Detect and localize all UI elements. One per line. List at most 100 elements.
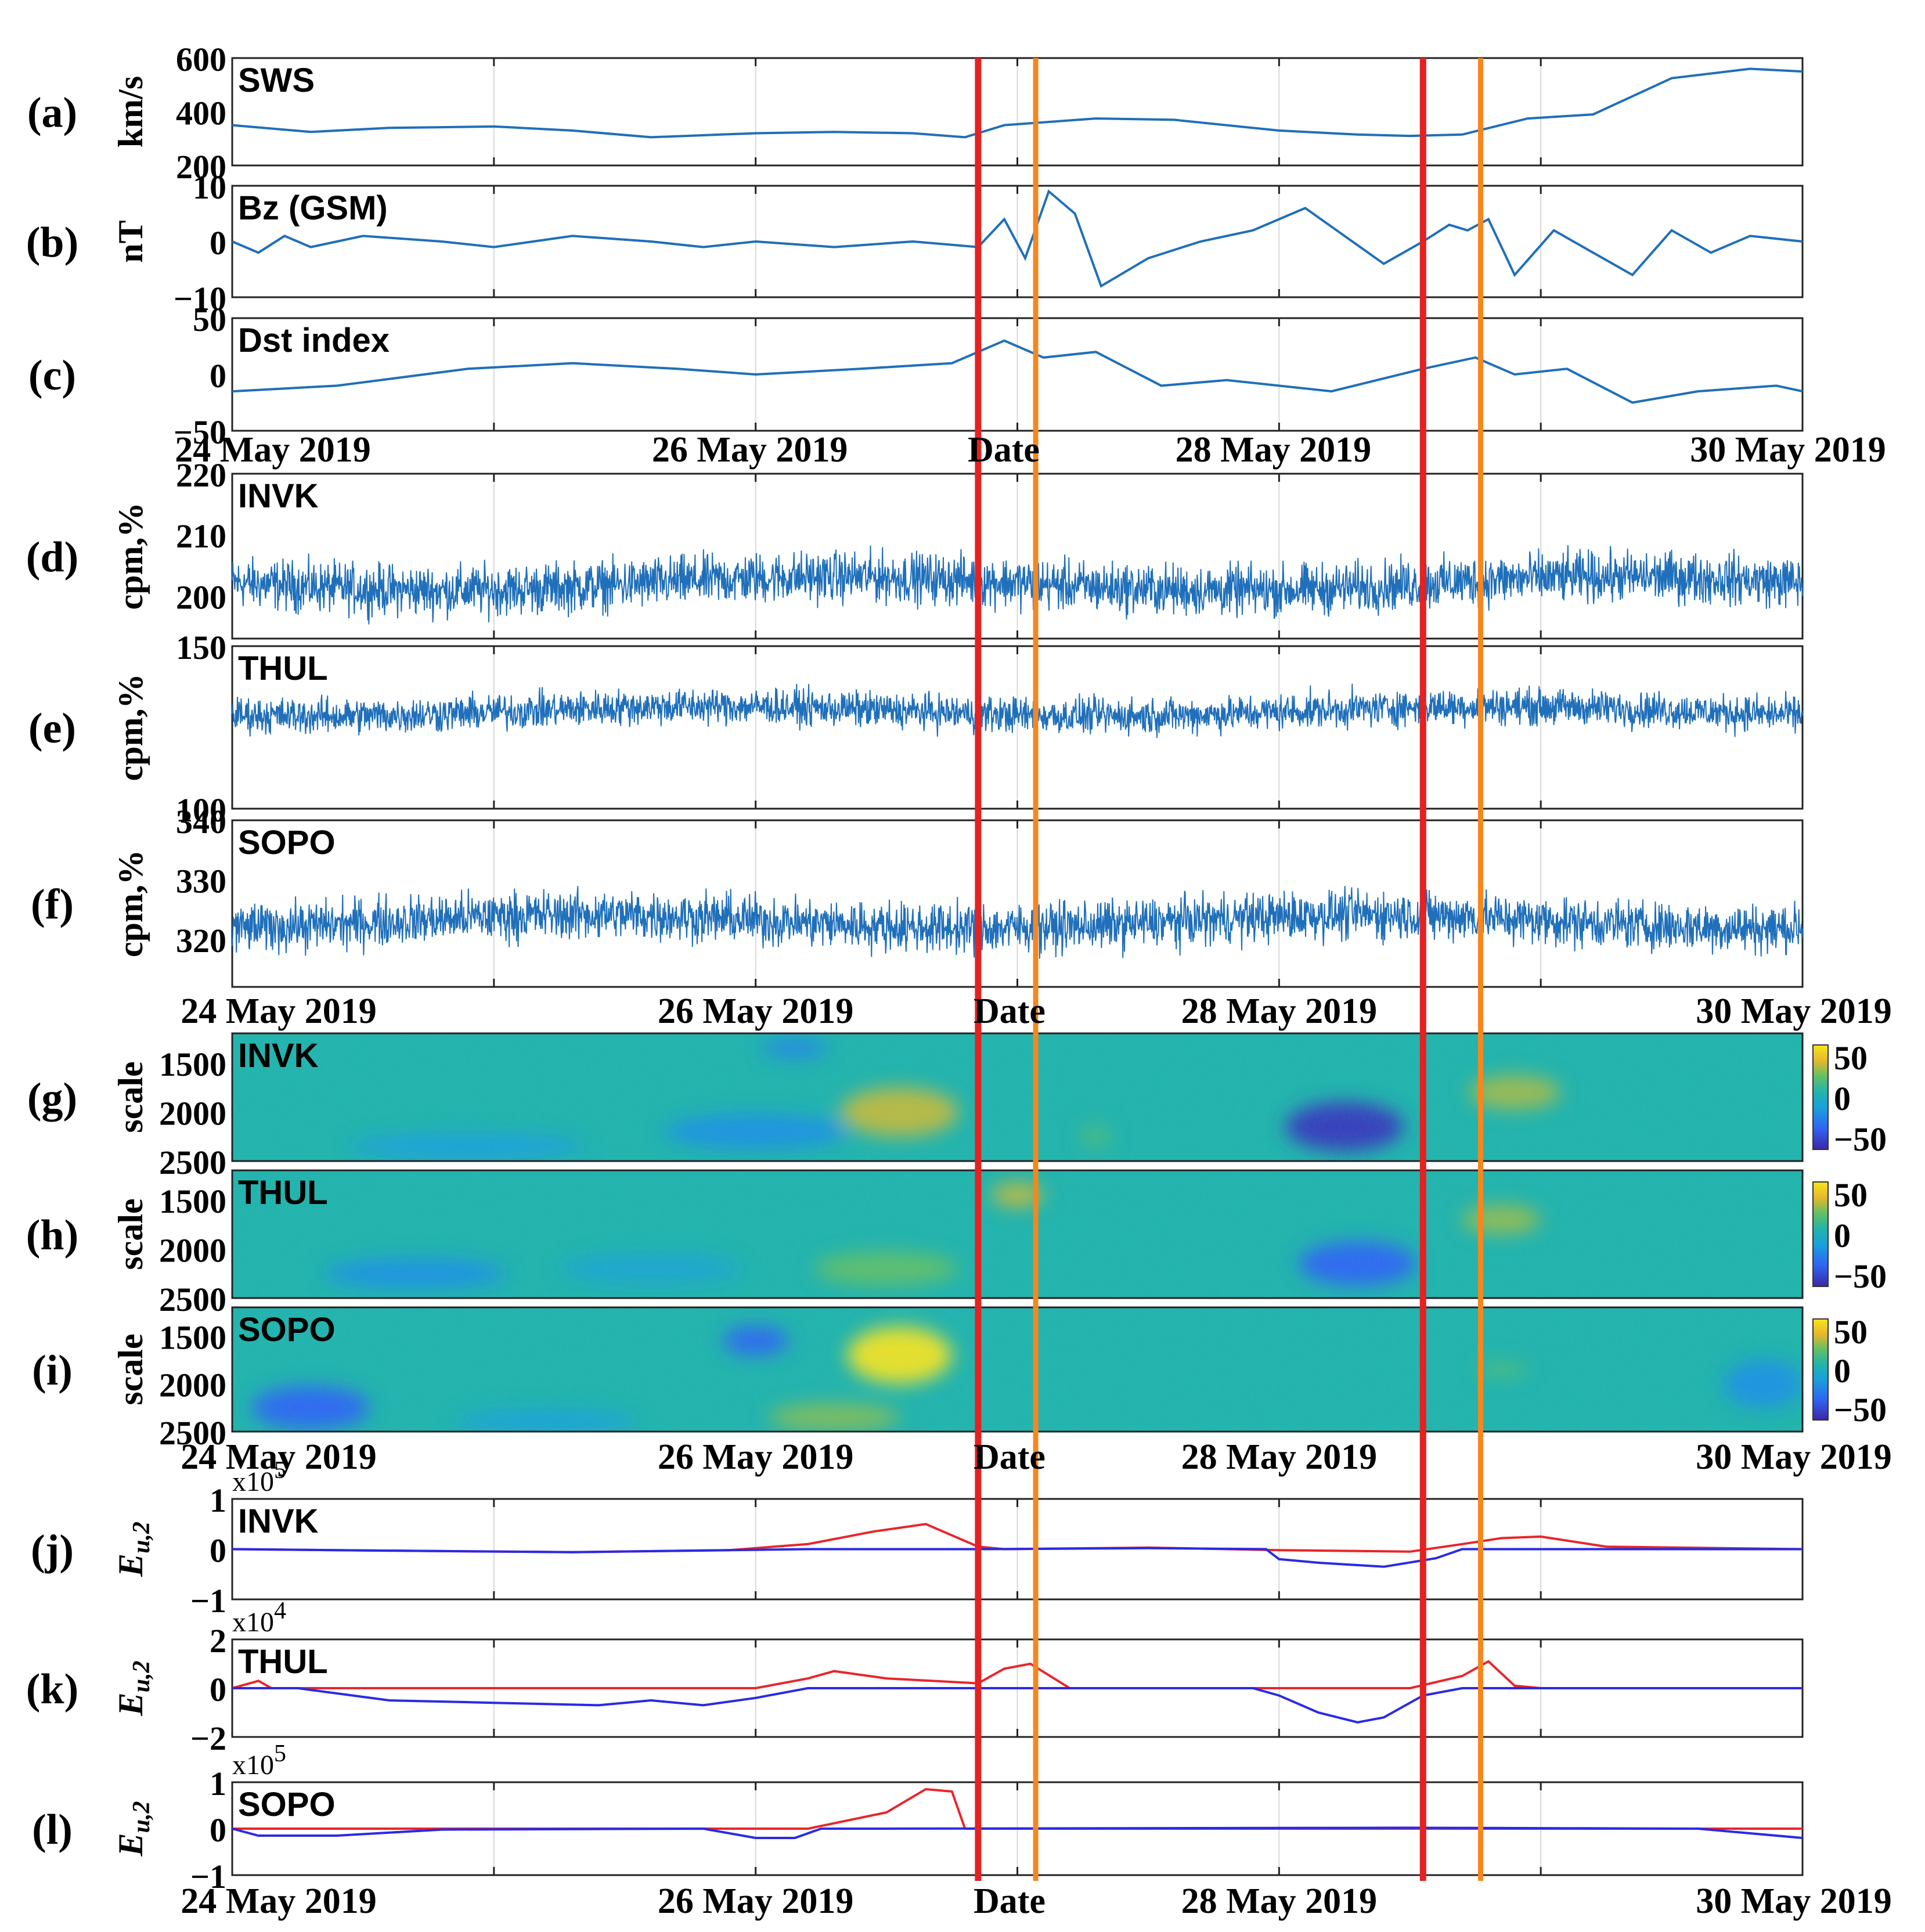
y-tick-label: 0 [210,1811,226,1849]
x-tick-label: 24 May 2019 [181,992,377,1031]
y-tick-label: 200 [176,578,226,616]
series-trace [232,545,1803,625]
panel-h: (h) scale 1500 2000 2500 500−50 THUL [26,1169,1887,1318]
colorbar-tick-label: −50 [1834,1120,1887,1158]
x-tick-label: 30 May 2019 [1696,992,1892,1031]
panel-letter: (g) [27,1075,77,1122]
x-tick-label: Date [974,1881,1046,1921]
colorbar [1812,1044,1829,1150]
colorbar [1812,1318,1829,1421]
x-tick-label: 30 May 2019 [1696,1437,1892,1477]
panel-title: THUL [238,650,328,687]
colorbar-tick-label: 50 [1834,1313,1868,1351]
y-tick-label: 100 [176,791,226,829]
plot-frame [231,1306,1804,1433]
panel-letter: (a) [27,89,77,137]
y-tick-label: −10 [174,280,226,318]
panel-b: (b) nT 10 0 −10 Bz (GSM) [26,168,1804,318]
y-axis-label: scale [111,1061,150,1133]
series-trace [232,189,1803,288]
y-tick-label: −50 [174,413,226,451]
y-tick-label: 330 [176,863,226,900]
colorbar-tick-label: −50 [1834,1257,1887,1295]
y-tick-label: −2 [190,1720,226,1757]
series-trace [232,339,1803,404]
panel-k: (k) Eu,2 2 0 −2 x104 THUL [26,1598,1804,1757]
y-tick-label: 340 [176,803,226,841]
colorbar-tick-label: 0 [1834,1080,1851,1118]
panel-title: INVK [238,477,319,515]
y-tick-label: 210 [176,517,226,555]
y-tick-label: −1 [190,1858,226,1895]
y-tick-label: 0 [210,1671,226,1708]
panel-l: (l) Eu,2 1 0 −1 x105 SOPO [32,1740,1804,1895]
x-tick-label: 24 May 2019 [181,1437,377,1477]
y-tick-label: 2 [210,1622,226,1660]
panel-title: SOPO [238,1786,336,1823]
x-tick-label: 28 May 2019 [1181,1881,1378,1921]
y-axis-label: Eu,2 [111,1801,155,1857]
panel-title: Dst index [238,322,390,359]
x-tick-label: Date [974,1437,1046,1477]
y-tick-label: 1500 [159,1318,226,1356]
panel-j: (j) Eu,2 1 0 −1 x105 INVK [31,1457,1804,1620]
panel-title: SOPO [238,824,336,862]
x-tick-label: 26 May 2019 [658,1881,854,1921]
x-tick-label: 30 May 2019 [1690,430,1886,470]
series-trace [232,886,1803,959]
y-tick-label: 2000 [159,1094,226,1132]
panel-title: THUL [238,1643,328,1681]
colorbar-tick-label: 50 [1834,1039,1868,1077]
panel-letter: (d) [26,534,78,581]
panel-title: INVK [238,1502,319,1540]
panel-i: (i) scale 1500 2000 2500 500−50 SOPO [32,1306,1887,1452]
panel-letter: (k) [26,1666,78,1713]
x-tick-label: 24 May 2019 [181,1881,377,1921]
y-axis-label: cpm,% [111,850,150,957]
panel-letter: (e) [28,705,76,752]
panel-c: (c) 50 0 −50 Dst index [28,301,1804,451]
series-trace [232,67,1803,139]
y-tick-label: −1 [190,1582,226,1620]
y-tick-label: 200 [176,148,226,186]
y-axis-label: Eu,2 [111,1661,155,1717]
panel-letter: (f) [31,881,74,929]
exponent-label: x104 [232,1598,286,1638]
panel-letter: (l) [32,1806,73,1854]
y-tick-label: 150 [176,629,226,666]
y-tick-label: 2500 [159,1281,226,1318]
x-tick-label: 24 May 2019 [175,430,371,470]
colorbar [1812,1181,1829,1287]
panel-letter: (b) [26,219,78,266]
y-tick-label: 0 [210,1532,226,1570]
y-tick-label: 400 [176,95,226,132]
y-tick-label: 50 [193,301,226,338]
panel-d: (d) cpm,% 220 210 200 INVK [26,456,1804,640]
y-axis-label: km/s [111,76,150,147]
x-tick-label: 26 May 2019 [658,992,854,1031]
x-tick-label: Date [968,430,1040,470]
panel-a: (a) km/s 600 400 200 SWS [27,41,1804,186]
exponent-label: x105 [232,1740,286,1780]
y-tick-label: 1500 [159,1183,226,1220]
y-axis-label: cpm,% [111,674,150,781]
y-tick-label: 0 [210,224,226,262]
y-axis-label: cpm,% [111,503,150,610]
y-tick-label: 2000 [159,1367,226,1404]
x-tick-label: 28 May 2019 [1176,430,1372,470]
heatmap [232,1033,1803,1161]
x-tick-label: 28 May 2019 [1181,992,1378,1031]
exponent-label: x105 [232,1457,286,1497]
heatmap [232,1307,1803,1432]
x-tick-label: 28 May 2019 [1181,1437,1378,1477]
panel-letter: (h) [26,1212,78,1259]
y-tick-label: 2500 [159,1144,226,1181]
y-tick-label: 1500 [159,1046,226,1083]
panel-title: SOPO [238,1311,336,1349]
y-axis-label: scale [111,1198,150,1270]
y-axis-label: nT [111,220,150,262]
heatmap [232,1170,1803,1298]
colorbar-tick-label: −50 [1834,1391,1887,1429]
y-tick-label: 1 [210,1482,226,1519]
